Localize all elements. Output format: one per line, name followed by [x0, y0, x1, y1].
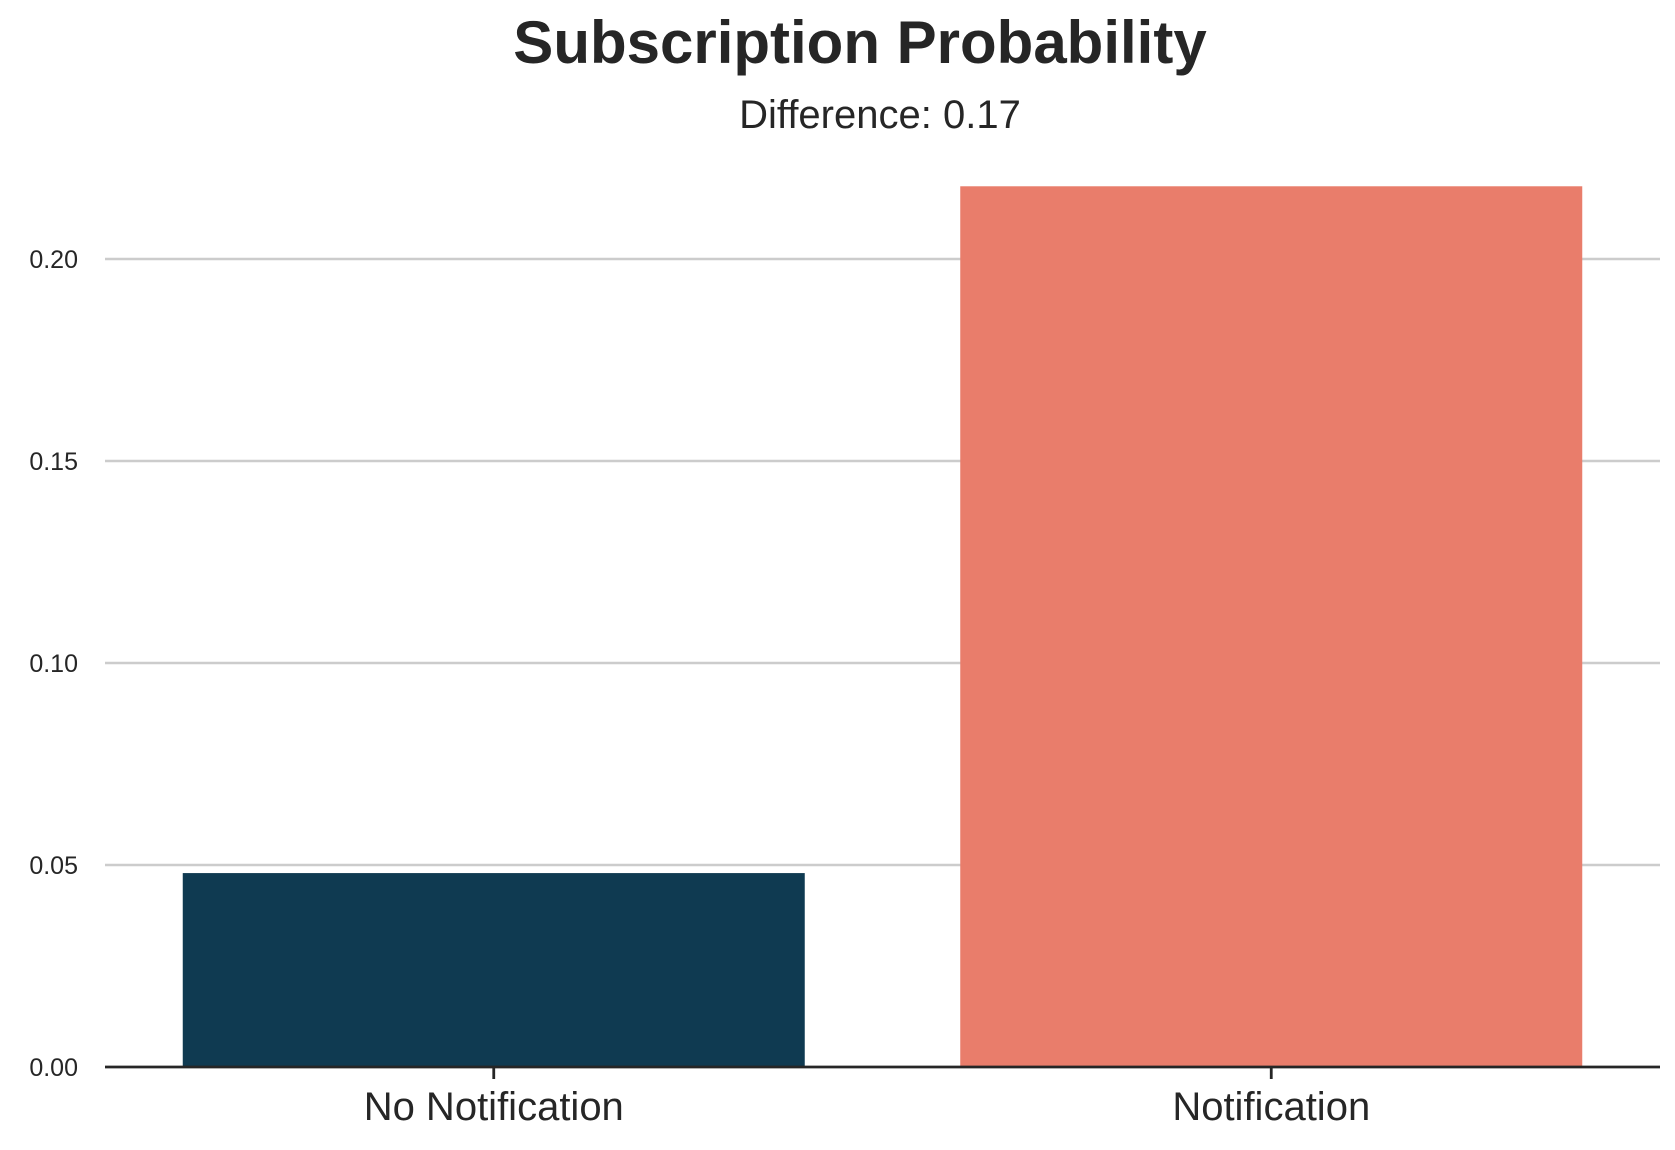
x-tick-label: Notification [1172, 1085, 1370, 1129]
chart-subtitle: Difference: 0.17 [739, 93, 1021, 137]
x-axis-ticks: No Notification Notification [364, 1067, 1370, 1129]
bar-no-notification [182, 873, 805, 1067]
y-tick-label: 0.10 [29, 650, 78, 678]
y-tick-label: 0.15 [29, 448, 78, 476]
y-tick-label: 0.20 [29, 246, 78, 274]
bar-notification [960, 186, 1583, 1067]
y-tick-label: 0.00 [29, 1054, 78, 1082]
chart-title: Subscription Probability [513, 9, 1207, 76]
x-tick-label: No Notification [364, 1085, 624, 1129]
bars [182, 186, 1583, 1067]
y-tick-label: 0.05 [29, 852, 78, 880]
y-axis-ticks: 0.00 0.05 0.10 0.15 0.20 [29, 246, 78, 1082]
